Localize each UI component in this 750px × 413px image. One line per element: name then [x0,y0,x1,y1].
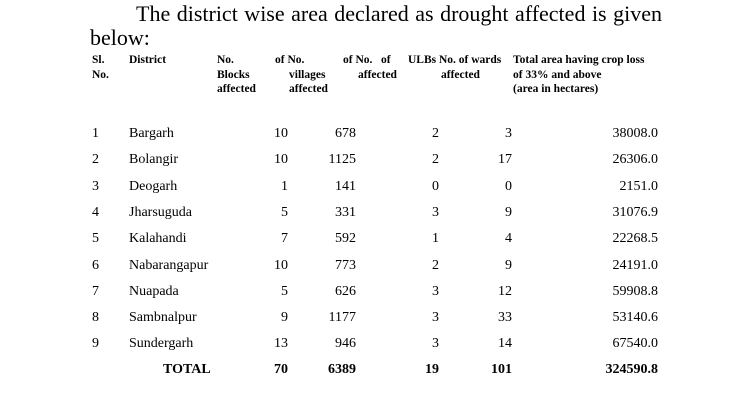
header-district: District [129,53,166,68]
row-villages: 1177 [328,310,356,326]
row-blocks: 1 [281,178,288,194]
row-wards: 14 [498,336,512,352]
row-sl: 4 [92,204,99,220]
row-district: Jharsuguda [129,204,192,220]
row-blocks: 5 [281,204,288,220]
total-wards: 101 [491,362,512,377]
row-area: 2151.0 [619,178,659,194]
row-villages: 331 [335,204,356,220]
row-ulbs: 1 [432,231,439,247]
row-villages: 592 [335,231,356,247]
row-wards: 3 [505,126,512,141]
row-villages: 773 [335,257,356,273]
row-villages: 1125 [328,152,356,168]
row-district: Sambnalpur [129,310,197,326]
row-area: 26306.0 [612,152,659,168]
header-sl-line: Sl. [92,54,105,66]
row-villages: 946 [335,336,356,352]
row-ulbs: 2 [432,126,439,141]
row-district: Bargarh [129,126,174,141]
header-wards: ULBs No. of wards affected [408,53,501,82]
row-sl: 6 [92,257,99,273]
header-area: Total area having crop loss of 33% and a… [513,53,644,97]
row-sl: 5 [92,231,99,247]
total-blocks: 70 [274,362,288,377]
row-blocks: 13 [274,336,288,352]
row-blocks: 7 [281,231,288,247]
header-wards-line: ULBs No. of wards [408,54,502,66]
header-villages-line: affected [289,83,328,95]
row-sl: 9 [92,336,99,352]
row-wards: 33 [498,310,512,326]
row-blocks: 10 [274,257,288,273]
row-wards: 0 [505,178,512,194]
total-ulbs: 19 [425,362,439,377]
row-ulbs: 3 [432,310,439,326]
header-sl: Sl. No. [92,53,109,82]
row-area: 22268.5 [612,231,659,247]
header-villages-line: of No. [275,54,305,66]
row-ulbs: 2 [432,257,439,273]
row-area: 24191.0 [612,257,659,273]
row-area: 53140.6 [612,310,659,326]
row-blocks: 10 [274,126,288,141]
row-district: Bolangir [129,152,178,168]
header-ulbs: of No. of affected [343,53,397,82]
header-wards-line: affected [441,68,480,81]
header-villages-line: villages [289,68,326,81]
row-ulbs: 3 [432,283,439,299]
header-ulbs-line: of No. of [343,54,391,66]
header-villages: of No. villages affected [275,53,328,97]
row-blocks: 9 [281,310,288,326]
row-ulbs: 3 [432,336,439,352]
header-blocks-line: affected [217,83,256,95]
row-area: 67540.0 [612,336,659,352]
row-blocks: 5 [281,283,288,299]
row-sl: 8 [92,310,99,326]
row-area: 38008.0 [612,126,659,141]
total-label: TOTAL [163,362,211,377]
row-wards: 9 [505,257,512,273]
row-sl: 2 [92,152,99,168]
total-area: 324590.8 [605,362,659,377]
row-ulbs: 2 [432,152,439,168]
row-district: Sundergarh [129,336,194,352]
intro-text: The district wise area declared as droug… [90,1,662,50]
row-district: Nabarangapur [129,257,209,273]
row-wards: 9 [505,204,512,220]
header-area-line: Total area having crop loss [513,54,645,66]
header-area-line: of 33% and above [513,68,602,81]
row-villages: 141 [335,178,356,194]
row-ulbs: 0 [432,178,439,194]
header-blocks-line: No. [217,54,234,66]
row-area: 59908.8 [612,283,659,299]
row-villages: 678 [335,126,356,141]
row-ulbs: 3 [432,204,439,220]
row-villages: 626 [335,283,356,299]
total-villages: 6389 [328,362,356,377]
row-wards: 12 [498,283,512,299]
row-sl: 7 [92,283,99,299]
row-sl: 3 [92,178,99,194]
header-blocks-line: Blocks [217,68,250,81]
row-wards: 4 [505,231,512,247]
row-blocks: 10 [274,152,288,168]
row-district: Deogarh [129,178,178,194]
header-sl-line: No. [92,68,109,81]
header-district-line: District [129,54,167,66]
row-district: Kalahandi [129,231,187,247]
row-sl: 1 [92,126,99,141]
header-ulbs-line: affected [358,68,397,81]
row-area: 31076.9 [612,204,659,220]
row-wards: 17 [498,152,512,168]
header-blocks: No. Blocks affected [217,53,256,97]
row-district: Nuapada [129,283,179,299]
header-area-line: (area in hectares) [513,83,599,95]
